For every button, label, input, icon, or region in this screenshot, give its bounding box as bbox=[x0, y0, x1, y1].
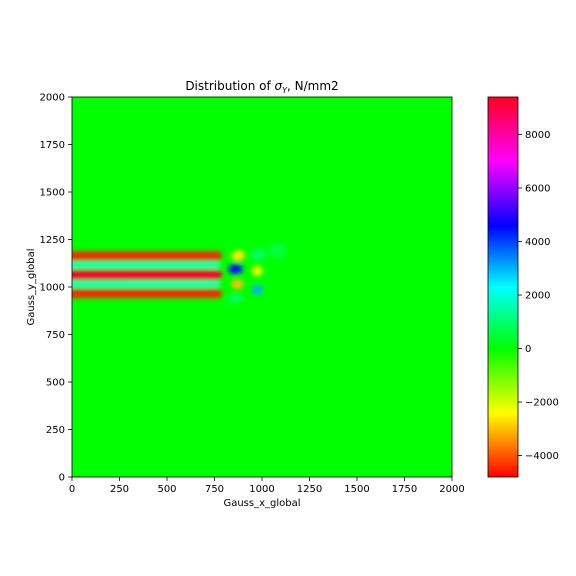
heatmap-spot-far-upper bbox=[251, 265, 263, 276]
y-tick-label: 750 bbox=[46, 330, 65, 341]
chart-title-sigma: σ bbox=[275, 79, 283, 93]
y-tick-label: 500 bbox=[46, 378, 65, 389]
heatmap-band-upper bbox=[72, 251, 223, 260]
x-tick-label: 1500 bbox=[344, 484, 369, 495]
y-tick-label: 1500 bbox=[40, 188, 65, 199]
x-tick-label: 750 bbox=[205, 484, 224, 495]
y-tick-label: 250 bbox=[46, 425, 65, 436]
heatmap-spot-faint-2 bbox=[267, 243, 287, 259]
chart-title: Distribution of σY, N/mm2 bbox=[185, 79, 338, 95]
heatmap-tip-middle bbox=[228, 264, 243, 274]
x-tick-label: 1750 bbox=[392, 484, 417, 495]
colorbar-tick-label: 8000 bbox=[525, 130, 550, 141]
x-tick-label: 2000 bbox=[439, 484, 464, 495]
heatmap-spot-faint-1 bbox=[250, 249, 266, 261]
x-tick-label: 1250 bbox=[297, 484, 322, 495]
heatmap-plot bbox=[72, 97, 452, 477]
heatmap-spot-far-lower bbox=[251, 284, 263, 295]
colorbar-tick-label: −4000 bbox=[525, 451, 559, 462]
chart-title-subscript: Y bbox=[282, 86, 288, 95]
heatmap-band-middle bbox=[72, 270, 223, 280]
colorbar-tick-label: −2000 bbox=[525, 398, 559, 409]
colorbar-tick-label: 4000 bbox=[525, 237, 550, 248]
heatmap-band-lower bbox=[72, 289, 223, 298]
y-tick-label: 1750 bbox=[40, 140, 65, 151]
colorbar-ticks: −4000 −2000 0 2000 4000 6000 8000 bbox=[518, 130, 559, 462]
colorbar bbox=[487, 96, 519, 478]
y-axis-label: Gauss_y_global bbox=[26, 248, 37, 325]
heatmap-band-gap-lower bbox=[72, 281, 221, 287]
heatmap-band-gap-upper bbox=[72, 262, 221, 268]
y-tick-label: 0 bbox=[59, 473, 65, 484]
chart-title-suffix: , N/mm2 bbox=[287, 79, 339, 93]
heatmap-spot-faint-3 bbox=[227, 294, 243, 303]
heatmap-tip-upper bbox=[231, 250, 245, 261]
colorbar-tick-label: 0 bbox=[525, 344, 531, 355]
x-tick-label: 0 bbox=[69, 484, 75, 495]
x-tick-label: 250 bbox=[110, 484, 129, 495]
x-axis-ticks: 0 250 500 750 1000 1250 1500 1750 2000 bbox=[69, 477, 465, 495]
heatmap-tip-lower bbox=[231, 279, 244, 290]
colorbar-tick-label: 6000 bbox=[525, 183, 550, 194]
x-tick-label: 1000 bbox=[249, 484, 274, 495]
y-tick-label: 2000 bbox=[40, 93, 65, 104]
chart-title-prefix: Distribution of bbox=[185, 79, 274, 93]
y-tick-label: 1000 bbox=[40, 283, 65, 294]
x-axis-label: Gauss_x_global bbox=[223, 498, 300, 509]
heatmap-background bbox=[72, 97, 452, 477]
y-axis-ticks: 0 250 500 750 1000 1250 1500 1750 2000 bbox=[40, 93, 72, 484]
y-tick-label: 1250 bbox=[40, 235, 65, 246]
colorbar-tick-label: 2000 bbox=[525, 291, 550, 302]
x-tick-label: 500 bbox=[157, 484, 176, 495]
